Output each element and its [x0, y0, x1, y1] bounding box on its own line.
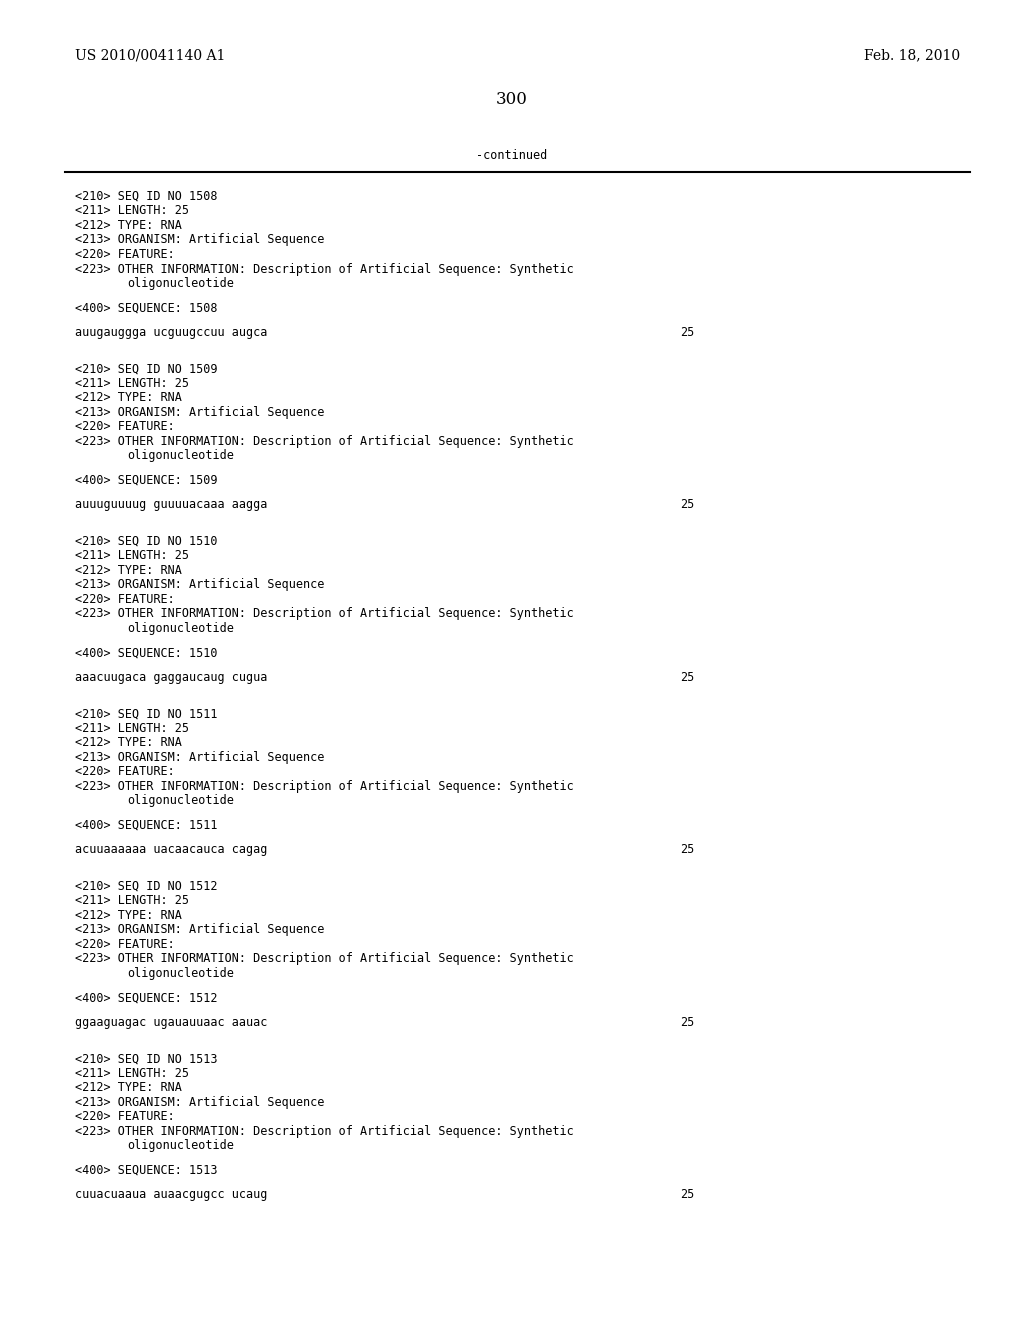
Text: oligonucleotide: oligonucleotide [127, 622, 233, 635]
Text: <212> TYPE: RNA: <212> TYPE: RNA [75, 392, 182, 404]
Text: <220> FEATURE:: <220> FEATURE: [75, 939, 175, 950]
Text: oligonucleotide: oligonucleotide [127, 1139, 233, 1152]
Text: <212> TYPE: RNA: <212> TYPE: RNA [75, 909, 182, 921]
Text: oligonucleotide: oligonucleotide [127, 277, 233, 290]
Text: <211> LENGTH: 25: <211> LENGTH: 25 [75, 895, 189, 907]
Text: US 2010/0041140 A1: US 2010/0041140 A1 [75, 48, 225, 62]
Text: <211> LENGTH: 25: <211> LENGTH: 25 [75, 1067, 189, 1080]
Text: 25: 25 [680, 671, 694, 684]
Text: <213> ORGANISM: Artificial Sequence: <213> ORGANISM: Artificial Sequence [75, 578, 325, 591]
Text: <210> SEQ ID NO 1508: <210> SEQ ID NO 1508 [75, 190, 217, 203]
Text: <213> ORGANISM: Artificial Sequence: <213> ORGANISM: Artificial Sequence [75, 924, 325, 936]
Text: <212> TYPE: RNA: <212> TYPE: RNA [75, 1081, 182, 1094]
Text: <400> SEQUENCE: 1509: <400> SEQUENCE: 1509 [75, 474, 217, 487]
Text: <220> FEATURE:: <220> FEATURE: [75, 593, 175, 606]
Text: 300: 300 [496, 91, 528, 108]
Text: oligonucleotide: oligonucleotide [127, 450, 233, 462]
Text: <210> SEQ ID NO 1511: <210> SEQ ID NO 1511 [75, 708, 217, 721]
Text: <212> TYPE: RNA: <212> TYPE: RNA [75, 737, 182, 750]
Text: cuuacuaaua auaacgugcc ucaug: cuuacuaaua auaacgugcc ucaug [75, 1188, 267, 1201]
Text: Feb. 18, 2010: Feb. 18, 2010 [864, 48, 961, 62]
Text: 25: 25 [680, 326, 694, 339]
Text: <220> FEATURE:: <220> FEATURE: [75, 766, 175, 779]
Text: auuuguuuug guuuuacaaa aagga: auuuguuuug guuuuacaaa aagga [75, 499, 267, 511]
Text: <223> OTHER INFORMATION: Description of Artificial Sequence: Synthetic: <223> OTHER INFORMATION: Description of … [75, 607, 573, 620]
Text: <210> SEQ ID NO 1513: <210> SEQ ID NO 1513 [75, 1052, 217, 1065]
Text: <211> LENGTH: 25: <211> LENGTH: 25 [75, 378, 189, 389]
Text: oligonucleotide: oligonucleotide [127, 968, 233, 979]
Text: ggaaguagac ugauauuaac aauac: ggaaguagac ugauauuaac aauac [75, 1016, 267, 1030]
Text: <400> SEQUENCE: 1512: <400> SEQUENCE: 1512 [75, 991, 217, 1005]
Text: -continued: -continued [476, 149, 548, 161]
Text: <400> SEQUENCE: 1513: <400> SEQUENCE: 1513 [75, 1164, 217, 1177]
Text: <400> SEQUENCE: 1511: <400> SEQUENCE: 1511 [75, 818, 217, 832]
Text: auugauggga ucguugccuu augca: auugauggga ucguugccuu augca [75, 326, 267, 339]
Text: <211> LENGTH: 25: <211> LENGTH: 25 [75, 205, 189, 218]
Text: <220> FEATURE:: <220> FEATURE: [75, 248, 175, 261]
Text: <211> LENGTH: 25: <211> LENGTH: 25 [75, 722, 189, 735]
Text: <213> ORGANISM: Artificial Sequence: <213> ORGANISM: Artificial Sequence [75, 407, 325, 418]
Text: <213> ORGANISM: Artificial Sequence: <213> ORGANISM: Artificial Sequence [75, 1096, 325, 1109]
Text: <223> OTHER INFORMATION: Description of Artificial Sequence: Synthetic: <223> OTHER INFORMATION: Description of … [75, 780, 573, 793]
Text: <223> OTHER INFORMATION: Description of Artificial Sequence: Synthetic: <223> OTHER INFORMATION: Description of … [75, 263, 573, 276]
Text: 25: 25 [680, 843, 694, 857]
Text: <213> ORGANISM: Artificial Sequence: <213> ORGANISM: Artificial Sequence [75, 751, 325, 764]
Text: <223> OTHER INFORMATION: Description of Artificial Sequence: Synthetic: <223> OTHER INFORMATION: Description of … [75, 1125, 573, 1138]
Text: aaacuugaca gaggaucaug cugua: aaacuugaca gaggaucaug cugua [75, 671, 267, 684]
Text: 25: 25 [680, 1016, 694, 1030]
Text: <212> TYPE: RNA: <212> TYPE: RNA [75, 219, 182, 232]
Text: oligonucleotide: oligonucleotide [127, 795, 233, 808]
Text: <211> LENGTH: 25: <211> LENGTH: 25 [75, 549, 189, 562]
Text: <223> OTHER INFORMATION: Description of Artificial Sequence: Synthetic: <223> OTHER INFORMATION: Description of … [75, 953, 573, 965]
Text: <210> SEQ ID NO 1510: <210> SEQ ID NO 1510 [75, 535, 217, 548]
Text: 25: 25 [680, 1188, 694, 1201]
Text: <220> FEATURE:: <220> FEATURE: [75, 1110, 175, 1123]
Text: <400> SEQUENCE: 1510: <400> SEQUENCE: 1510 [75, 647, 217, 660]
Text: <220> FEATURE:: <220> FEATURE: [75, 421, 175, 433]
Text: <212> TYPE: RNA: <212> TYPE: RNA [75, 564, 182, 577]
Text: <400> SEQUENCE: 1508: <400> SEQUENCE: 1508 [75, 301, 217, 314]
Text: <213> ORGANISM: Artificial Sequence: <213> ORGANISM: Artificial Sequence [75, 234, 325, 247]
Text: <210> SEQ ID NO 1512: <210> SEQ ID NO 1512 [75, 880, 217, 894]
Text: <223> OTHER INFORMATION: Description of Artificial Sequence: Synthetic: <223> OTHER INFORMATION: Description of … [75, 436, 573, 447]
Text: acuuaaaaaa uacaacauca cagag: acuuaaaaaa uacaacauca cagag [75, 843, 267, 857]
Text: <210> SEQ ID NO 1509: <210> SEQ ID NO 1509 [75, 363, 217, 375]
Text: 25: 25 [680, 499, 694, 511]
